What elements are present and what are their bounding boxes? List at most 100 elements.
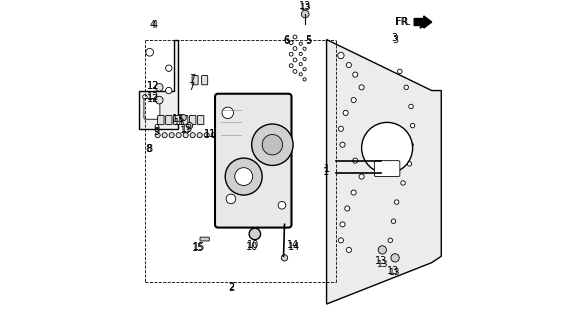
- FancyBboxPatch shape: [200, 237, 209, 241]
- Text: 2: 2: [228, 283, 234, 293]
- Circle shape: [146, 48, 153, 56]
- Circle shape: [222, 107, 234, 119]
- Text: 13: 13: [180, 126, 191, 135]
- Text: 1: 1: [323, 167, 329, 177]
- Circle shape: [249, 228, 261, 240]
- Text: 12: 12: [147, 93, 159, 103]
- Circle shape: [162, 132, 167, 138]
- Text: 9: 9: [153, 124, 159, 134]
- Polygon shape: [326, 40, 441, 304]
- Circle shape: [351, 98, 356, 103]
- FancyBboxPatch shape: [215, 94, 292, 228]
- Text: 10: 10: [247, 240, 259, 250]
- Circle shape: [166, 87, 172, 94]
- Circle shape: [346, 247, 352, 252]
- Circle shape: [289, 41, 293, 45]
- Circle shape: [293, 69, 297, 73]
- Text: 4: 4: [150, 20, 156, 30]
- Circle shape: [262, 134, 283, 155]
- Text: 13: 13: [377, 260, 388, 269]
- Text: 4: 4: [152, 20, 157, 30]
- Text: 12: 12: [147, 81, 159, 91]
- Text: 2: 2: [228, 282, 234, 292]
- Circle shape: [340, 222, 345, 227]
- Polygon shape: [139, 40, 178, 129]
- Circle shape: [293, 46, 297, 50]
- Text: 14: 14: [287, 240, 299, 250]
- Circle shape: [409, 142, 413, 147]
- FancyBboxPatch shape: [157, 116, 164, 124]
- Circle shape: [401, 181, 405, 185]
- Text: 6: 6: [284, 35, 290, 44]
- Text: 13: 13: [181, 124, 194, 134]
- Circle shape: [303, 78, 306, 81]
- Circle shape: [155, 132, 160, 138]
- Circle shape: [303, 57, 306, 60]
- FancyArrow shape: [414, 16, 432, 28]
- Circle shape: [353, 72, 358, 77]
- Circle shape: [218, 132, 223, 138]
- Text: 13: 13: [174, 118, 185, 127]
- Circle shape: [303, 47, 306, 50]
- Circle shape: [391, 219, 396, 223]
- Text: 5: 5: [305, 35, 311, 44]
- Circle shape: [166, 65, 172, 71]
- Text: 13: 13: [298, 1, 311, 11]
- Text: 13: 13: [375, 256, 387, 266]
- Circle shape: [395, 200, 399, 204]
- Circle shape: [252, 124, 293, 165]
- Text: 3: 3: [392, 35, 398, 44]
- Text: 13: 13: [387, 266, 399, 276]
- Text: 5: 5: [305, 36, 311, 46]
- Circle shape: [235, 168, 252, 186]
- FancyBboxPatch shape: [192, 76, 198, 85]
- Circle shape: [299, 52, 303, 55]
- FancyBboxPatch shape: [166, 116, 172, 124]
- FancyBboxPatch shape: [181, 116, 188, 124]
- Circle shape: [204, 132, 209, 138]
- Circle shape: [388, 238, 392, 243]
- Circle shape: [338, 126, 343, 131]
- Circle shape: [156, 84, 163, 91]
- Circle shape: [409, 104, 413, 109]
- Circle shape: [289, 64, 293, 68]
- Circle shape: [338, 238, 343, 243]
- Circle shape: [226, 194, 236, 204]
- Circle shape: [176, 132, 181, 138]
- Circle shape: [187, 123, 193, 129]
- Text: 1: 1: [324, 164, 329, 174]
- Text: 11: 11: [203, 129, 216, 139]
- Circle shape: [346, 62, 352, 68]
- Circle shape: [289, 52, 293, 56]
- Circle shape: [353, 158, 358, 163]
- FancyBboxPatch shape: [144, 99, 160, 119]
- Circle shape: [211, 132, 216, 138]
- Text: 7: 7: [189, 74, 195, 84]
- Text: 8: 8: [146, 145, 153, 155]
- Circle shape: [359, 174, 364, 179]
- Circle shape: [398, 69, 402, 74]
- Circle shape: [404, 85, 409, 90]
- Circle shape: [359, 85, 364, 90]
- Circle shape: [410, 124, 415, 128]
- Circle shape: [293, 35, 297, 39]
- Text: 6: 6: [284, 36, 290, 46]
- Circle shape: [299, 62, 303, 66]
- Circle shape: [301, 10, 309, 18]
- FancyBboxPatch shape: [174, 116, 180, 124]
- Circle shape: [225, 158, 262, 195]
- FancyBboxPatch shape: [189, 116, 196, 124]
- Text: 9: 9: [153, 127, 159, 137]
- Text: 12: 12: [147, 92, 159, 102]
- Circle shape: [299, 73, 303, 76]
- Text: 7: 7: [188, 82, 194, 92]
- Circle shape: [278, 202, 286, 209]
- Circle shape: [190, 132, 195, 138]
- Circle shape: [150, 102, 159, 111]
- Circle shape: [143, 95, 147, 99]
- Circle shape: [183, 132, 188, 138]
- Circle shape: [361, 123, 413, 173]
- Circle shape: [343, 110, 348, 116]
- Text: 13: 13: [171, 114, 184, 124]
- Text: 15: 15: [193, 242, 205, 252]
